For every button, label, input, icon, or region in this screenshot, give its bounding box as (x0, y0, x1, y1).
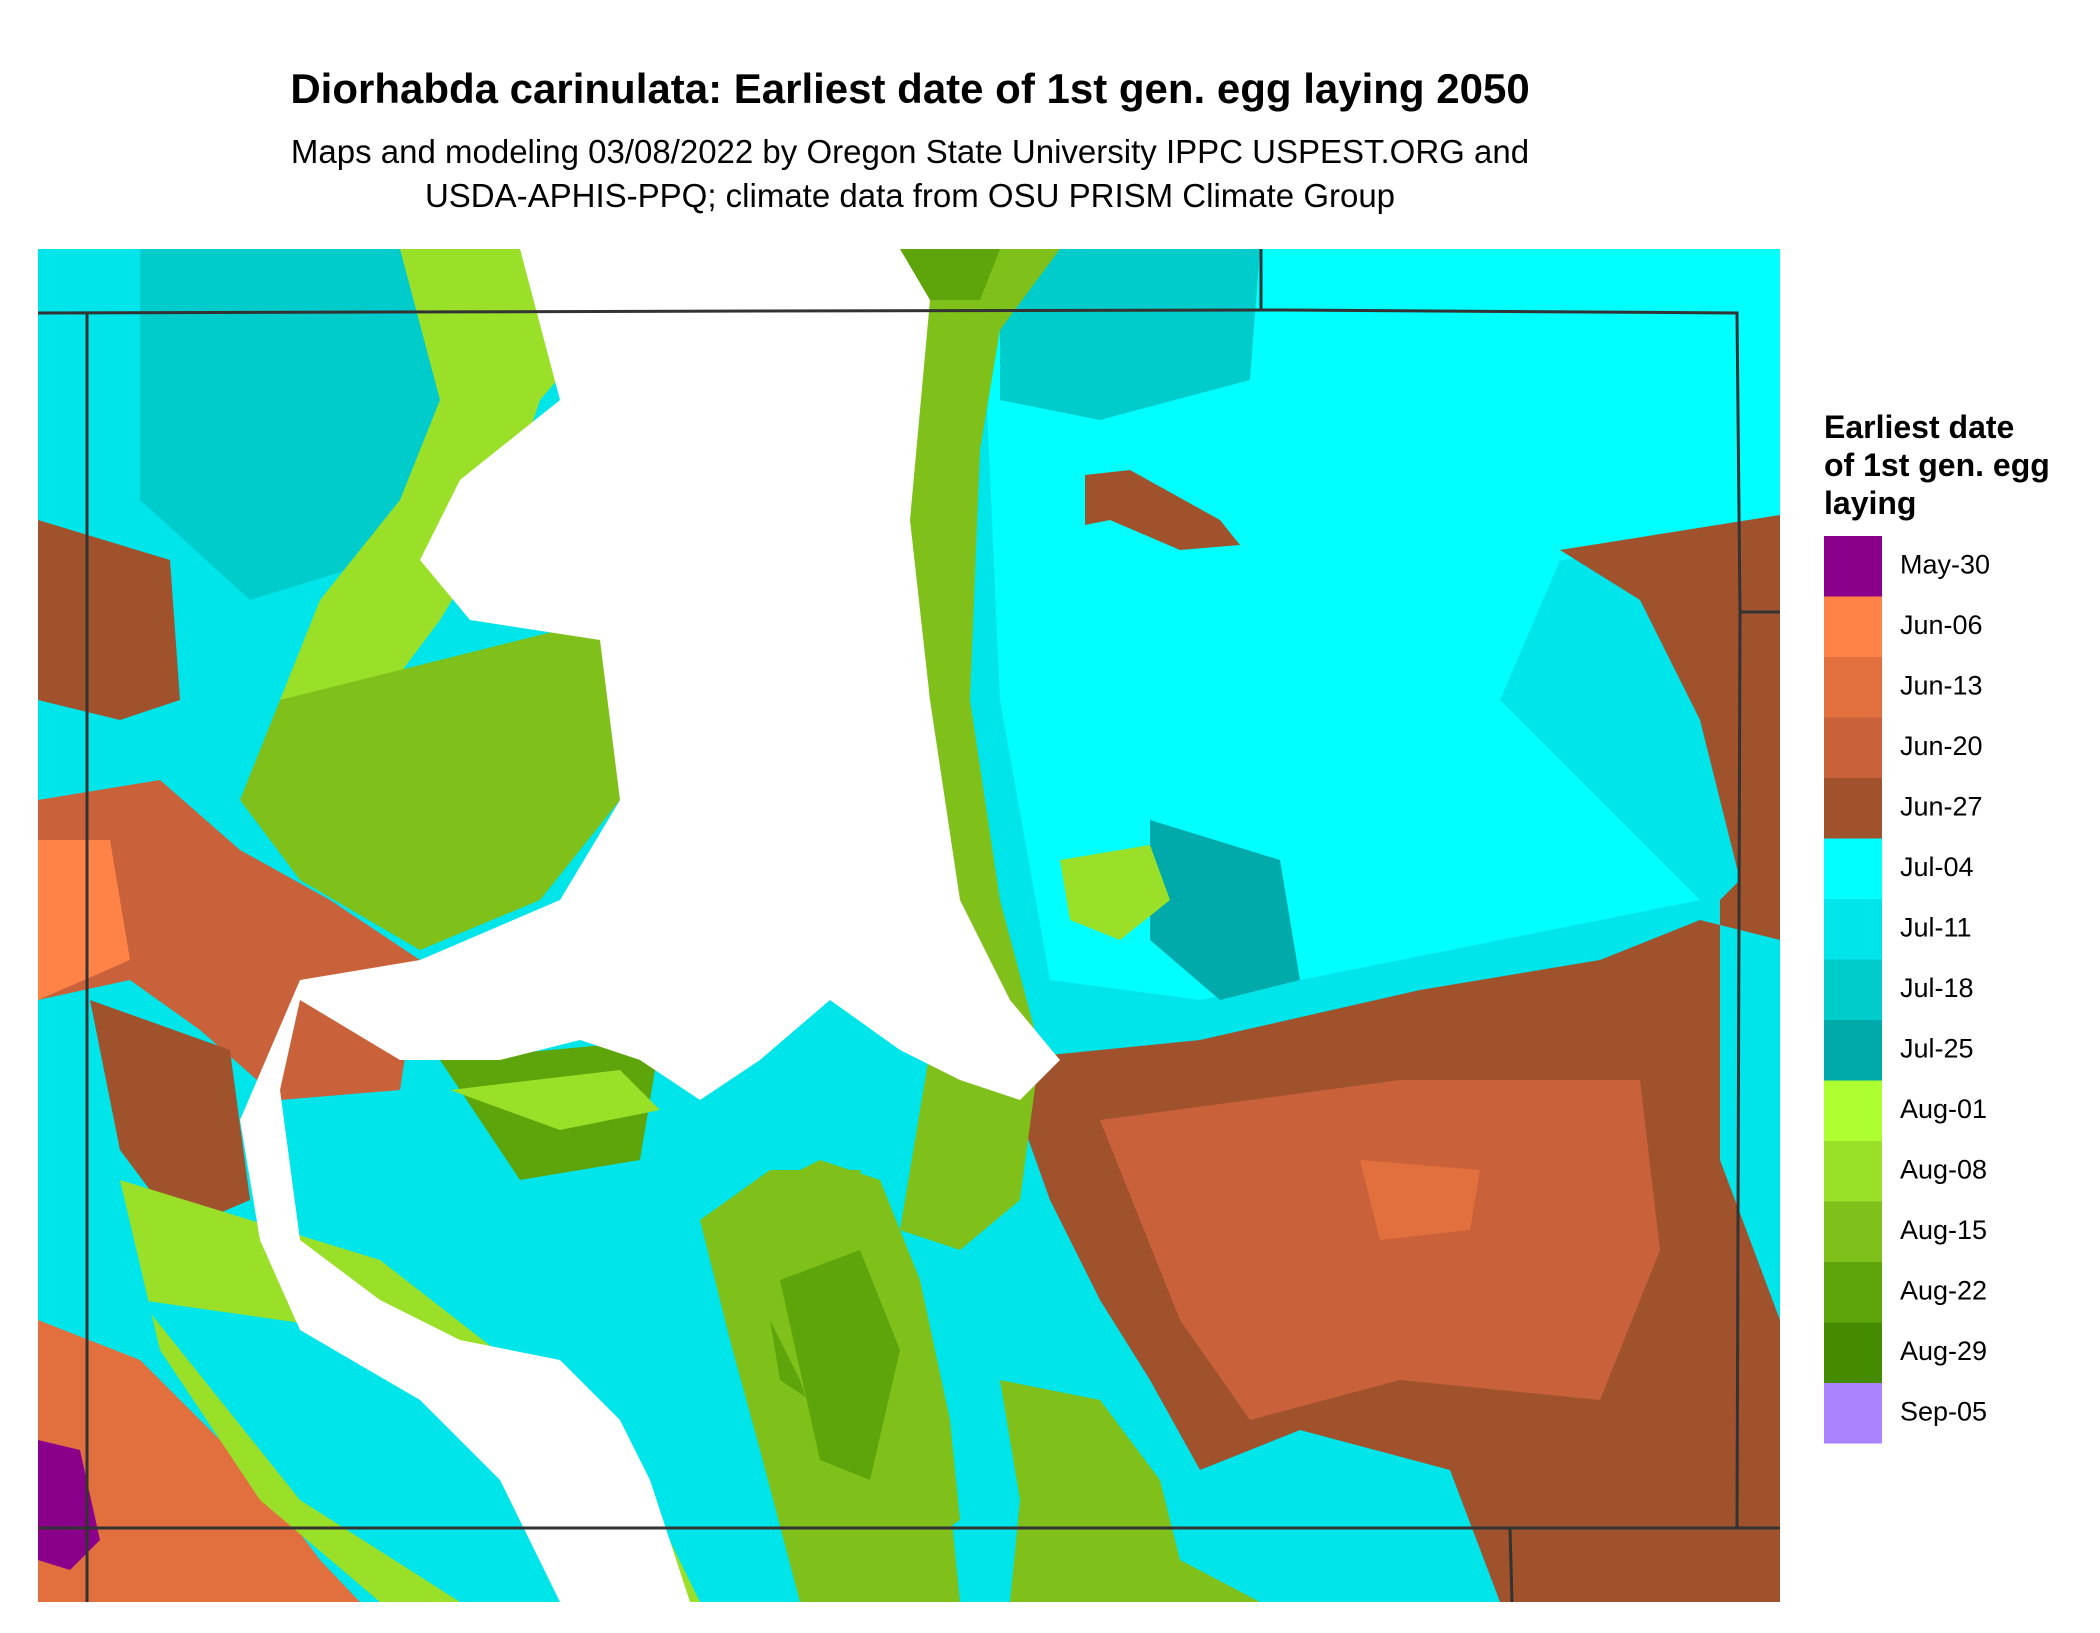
legend-swatch (1824, 899, 1882, 960)
state-border (37, 249, 1780, 1603)
region (1360, 1160, 1480, 1240)
region (90, 1000, 250, 1230)
legend-label: Sep-05 (1900, 1396, 1987, 1426)
legend-swatch (1824, 1020, 1882, 1081)
map (37, 249, 1780, 1603)
region (450, 1070, 660, 1130)
region (240, 620, 620, 950)
legend-swatch (1824, 596, 1882, 657)
legend-label: Jun-20 (1900, 731, 1983, 761)
legend-swatch (1824, 1322, 1882, 1383)
legend-swatch (1824, 1201, 1882, 1262)
region (1150, 820, 1300, 1000)
legend-label: Jun-06 (1900, 610, 1983, 640)
legend-swatch (1824, 778, 1882, 839)
legend-swatch (1824, 959, 1882, 1020)
legend-swatch (1824, 1262, 1882, 1323)
region (1060, 845, 1170, 940)
legend-label: Jun-27 (1900, 791, 1983, 821)
legend-label: Aug-08 (1900, 1154, 1987, 1184)
legend-swatch (1824, 657, 1882, 718)
legend-label: May-30 (1900, 549, 1990, 579)
region (1000, 1380, 1260, 1602)
subtitle: Maps and modeling 03/08/2022 by Oregon S… (291, 133, 1529, 170)
legend-title: laying (1824, 485, 1916, 521)
legend-swatch (1824, 1080, 1882, 1141)
region (38, 1320, 360, 1602)
legend-title: of 1st gen. egg (1824, 447, 2050, 483)
legend: Earliest date of 1st gen. egg laying May… (1824, 409, 2050, 1444)
map-title: Diorhabda carinulata: Earliest date of 1… (290, 65, 1529, 112)
legend-label: Aug-22 (1900, 1275, 1987, 1305)
region (1100, 1080, 1660, 1420)
unmodeled-area (240, 249, 1060, 1602)
region (780, 1250, 900, 1480)
legend-swatch (1824, 717, 1882, 778)
region (38, 520, 180, 720)
subtitle: USDA-APHIS-PPQ; climate data from OSU PR… (425, 177, 1395, 214)
legend-label: Aug-15 (1900, 1215, 1987, 1245)
legend-label: Jul-18 (1900, 973, 1974, 1003)
region (38, 840, 130, 1000)
legend-title: Earliest date (1824, 409, 2014, 445)
legend-swatch (1824, 1141, 1882, 1202)
legend-swatch (1824, 838, 1882, 899)
legend-swatch (1824, 536, 1882, 597)
legend-swatch (1824, 1383, 1882, 1444)
legend-label: Jul-11 (1900, 912, 1972, 942)
region (38, 1440, 100, 1570)
legend-label: Aug-29 (1900, 1336, 1987, 1366)
region (38, 780, 420, 1100)
region (980, 249, 1780, 1000)
region (1085, 470, 1240, 550)
legend-label: Jun-13 (1900, 670, 1983, 700)
legend-label: Aug-01 (1900, 1094, 1987, 1124)
region (1000, 249, 1260, 420)
legend-label: Jul-25 (1900, 1033, 1974, 1063)
legend-label: Jul-04 (1900, 852, 1974, 882)
